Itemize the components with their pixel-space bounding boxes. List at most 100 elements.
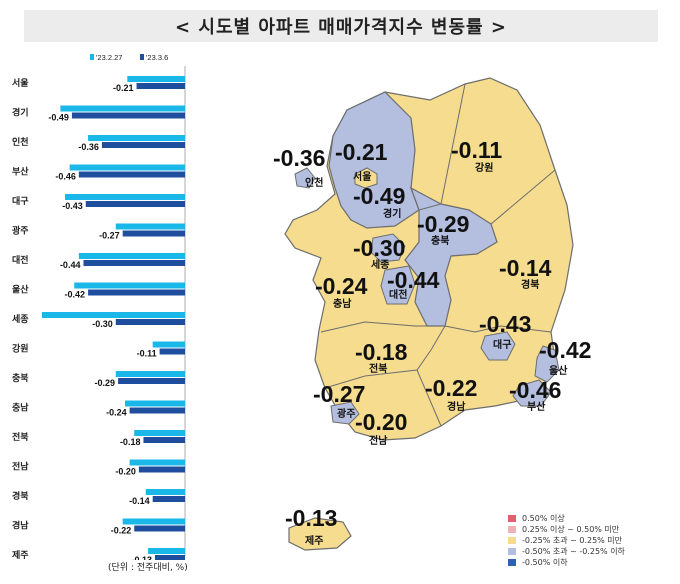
- map-label-incheon: 인천: [305, 176, 323, 189]
- bar-chart: '23.2.27 '23.3.6 서울 -0.21 경기 -0.49 인천 -0.36 부산 -0…: [12, 53, 186, 560]
- data-label: -0.18: [120, 437, 141, 447]
- data-label: -0.27: [99, 231, 120, 241]
- legend-swatch: [508, 515, 516, 522]
- bar-curr: [122, 230, 185, 237]
- category-label: 충남: [12, 402, 29, 414]
- legend-swatch-1: [140, 54, 144, 60]
- map-label-daejeon: 대전: [389, 288, 407, 301]
- category-label: 경남: [12, 520, 29, 532]
- category-label: 인천: [12, 137, 29, 148]
- category-label: 충북: [12, 372, 29, 384]
- map-value-daegu: -0.43: [479, 311, 531, 337]
- bar-prev: [125, 400, 185, 407]
- chart-title: < 시도별 아파트 매매가격지수 변동률 >: [24, 10, 658, 42]
- map-label-busan: 부산: [527, 400, 546, 413]
- unit-note: (단위 : 전주대비, %): [108, 563, 188, 573]
- legend-item: 0.25% 이상 ~ 0.50% 미만: [508, 524, 625, 535]
- category-label: 부산: [12, 166, 29, 178]
- map-ulsan: [534, 345, 560, 383]
- map-value-daejeon: -0.44: [387, 267, 440, 293]
- map-daegu: [480, 331, 516, 361]
- legend-label: 0.50% 이상: [522, 514, 565, 523]
- bar-curr: [118, 378, 185, 384]
- map-chungbuk: [404, 186, 498, 327]
- legend-swatch: [508, 526, 516, 533]
- bar-prev: [129, 459, 185, 466]
- map-label-ulsan: 울산: [549, 364, 568, 377]
- bar-prev: [69, 164, 185, 171]
- category-label: 대전: [12, 254, 29, 266]
- bar-prev: [88, 135, 185, 141]
- map-value-jeju: -0.13: [285, 505, 337, 531]
- map-value-chungbuk: -0.29: [417, 211, 469, 237]
- map-value-gwangju: -0.27: [313, 381, 365, 407]
- legend-label: -0.50% 초과 ~ -0.25% 이하: [522, 547, 625, 556]
- category-label: 경북: [12, 490, 29, 502]
- bar-curr: [71, 112, 185, 119]
- category-label: 전북: [12, 431, 29, 443]
- legend-swatch: [508, 537, 516, 544]
- map-value-busan: -0.46: [509, 377, 561, 403]
- data-label: -0.44: [60, 260, 81, 270]
- map-value-sejong: -0.30: [353, 235, 405, 261]
- map-value-jeonnam: -0.20: [355, 409, 407, 435]
- legend-swatch: [508, 559, 516, 566]
- bar-curr: [138, 466, 185, 473]
- map-incheon-island: [294, 167, 316, 189]
- legend-item: -0.50% 초과 ~ -0.25% 이하: [508, 546, 625, 557]
- data-label: -0.14: [129, 496, 150, 506]
- legend-label: 0.25% 이상 ~ 0.50% 미만: [522, 525, 620, 534]
- data-label: -0.43: [62, 201, 83, 211]
- bar-prev: [134, 430, 185, 436]
- map-boundaries: [320, 83, 556, 427]
- bar-curr: [159, 348, 185, 355]
- category-label: 세종: [12, 313, 29, 325]
- category-label: 대구: [12, 195, 29, 207]
- bar-prev: [74, 282, 185, 289]
- legend-label: -0.50% 이하: [522, 558, 568, 567]
- data-label: -0.46: [55, 172, 76, 182]
- legend-item: 0.50% 이상: [508, 513, 625, 524]
- data-label: -0.21: [113, 83, 134, 93]
- map-label-gyeongnam: 경남: [447, 400, 466, 413]
- map-gwangju: [330, 401, 360, 425]
- map-value-gyeongbuk: -0.14: [499, 255, 552, 281]
- map-value-incheon: -0.36: [273, 145, 325, 171]
- legend-label-1: '23.3.6: [146, 53, 168, 62]
- bar-curr: [129, 407, 185, 414]
- region-map: -0.36 인천 -0.21 서울 -0.49 경기 -0.11 강원 -0.2…: [273, 77, 591, 551]
- bar-prev: [78, 253, 185, 259]
- map-label-jeonbuk: 전북: [369, 362, 387, 375]
- bar-curr: [78, 171, 185, 178]
- bar-prev: [152, 341, 185, 348]
- data-label: -0.20: [115, 467, 136, 477]
- map-label-chungbuk: 충북: [431, 234, 449, 247]
- data-label: -0.13: [131, 555, 152, 560]
- data-label: -0.36: [78, 142, 99, 152]
- bar-prev: [122, 518, 185, 525]
- map-sejong: [370, 233, 406, 263]
- map-busan: [512, 379, 552, 407]
- bar-curr: [88, 289, 185, 296]
- data-label: -0.30: [92, 319, 113, 329]
- category-label: 경기: [12, 107, 29, 119]
- bar-curr: [83, 260, 185, 266]
- map-value-gangwon: -0.11: [451, 137, 502, 163]
- data-label: -0.24: [106, 408, 127, 418]
- bar-prev: [115, 223, 185, 230]
- map-label-gwangju: 광주: [337, 408, 355, 420]
- category-label: 제주: [12, 549, 29, 560]
- bar-prev: [65, 194, 185, 200]
- map-seoul: [354, 167, 378, 189]
- map-legend: 0.50% 이상 0.25% 이상 ~ 0.50% 미만 -0.25% 초과 ~ 0…: [508, 513, 625, 568]
- legend-swatch: [508, 548, 516, 555]
- legend-swatch-0: [90, 54, 94, 60]
- map-label-chungnam: 충남: [333, 297, 352, 310]
- map-value-seoul: -0.21: [335, 139, 388, 165]
- map-value-gyeonggi: -0.49: [353, 183, 405, 209]
- bar-prev: [41, 312, 185, 318]
- bar-prev: [115, 371, 185, 377]
- map-label-gangwon: 강원: [475, 161, 493, 174]
- data-label: -0.42: [65, 290, 86, 300]
- bar-curr: [155, 555, 185, 560]
